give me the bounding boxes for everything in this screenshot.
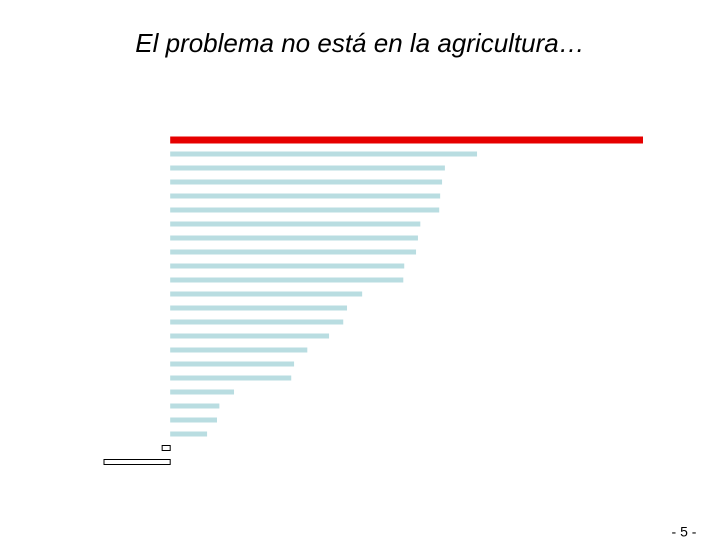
bar xyxy=(170,151,478,157)
bar xyxy=(170,305,348,311)
bar xyxy=(170,249,417,255)
bar xyxy=(170,375,292,381)
bar xyxy=(170,403,220,409)
bar xyxy=(170,165,445,171)
bar xyxy=(170,431,208,437)
bar xyxy=(170,389,235,395)
bar xyxy=(170,235,418,241)
slide-title: El problema no está en la agricultura… xyxy=(135,28,584,58)
bar xyxy=(170,179,443,185)
bar xyxy=(170,221,421,227)
bar xyxy=(170,361,295,367)
bar xyxy=(170,347,308,353)
bar xyxy=(103,459,171,465)
bar xyxy=(170,319,344,325)
page-number: - 5 - xyxy=(672,524,697,540)
bar xyxy=(170,136,643,144)
bar xyxy=(170,263,405,269)
bar xyxy=(170,277,404,283)
bar xyxy=(170,207,440,213)
bar xyxy=(170,333,330,339)
bar xyxy=(170,193,441,199)
bar xyxy=(161,445,171,451)
bar xyxy=(170,417,218,423)
bar xyxy=(170,291,363,297)
